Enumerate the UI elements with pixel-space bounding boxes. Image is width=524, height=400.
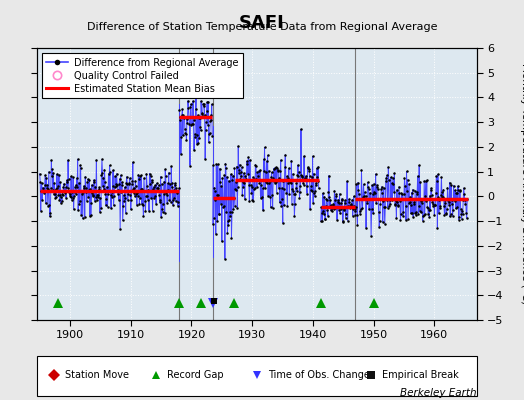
Text: Difference of Station Temperature Data from Regional Average: Difference of Station Temperature Data f… [87,22,437,32]
Text: Empirical Break: Empirical Break [382,370,459,380]
Y-axis label: Monthly Temperature Anomaly Difference (°C): Monthly Temperature Anomaly Difference (… [520,63,524,305]
Text: Berkeley Earth: Berkeley Earth [400,388,477,398]
Text: Record Gap: Record Gap [167,370,223,380]
Text: Station Move: Station Move [66,370,129,380]
Text: Time of Obs. Change: Time of Obs. Change [268,370,369,380]
Legend: Difference from Regional Average, Quality Control Failed, Estimated Station Mean: Difference from Regional Average, Qualit… [41,53,243,98]
Text: SAFI: SAFI [239,14,285,32]
FancyBboxPatch shape [37,356,477,396]
